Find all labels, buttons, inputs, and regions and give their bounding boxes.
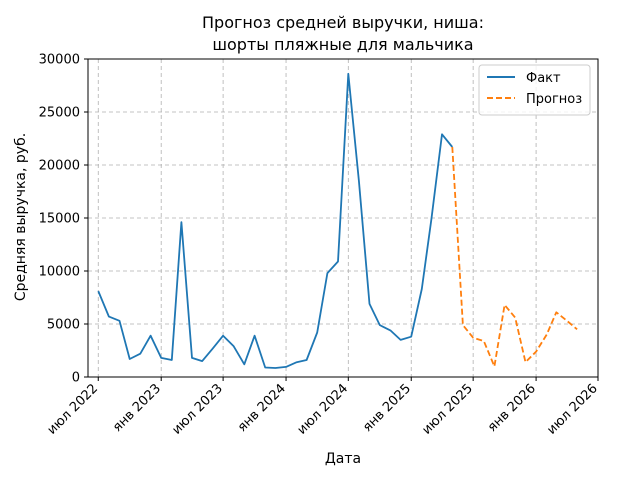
chart-title-line-1: Прогноз средней выручки, ниша:	[202, 13, 484, 32]
x-tick-label: июл 2023	[169, 381, 226, 438]
x-tick-label: июл 2026	[544, 381, 601, 438]
y-tick-label: 5000	[47, 318, 80, 333]
y-tick-label: 15000	[39, 212, 80, 227]
x-tick-label: июл 2022	[45, 381, 102, 438]
y-axis-ticks: 0 5000 10000 15000 20000 25000 30000	[39, 53, 88, 386]
legend-label-forecast: Прогноз	[526, 92, 582, 107]
x-tick-label: янв 2023	[110, 381, 164, 435]
x-axis-ticks: июл 2022 янв 2023 июл 2023 янв 2024 июл 2024…	[45, 377, 601, 438]
y-tick-label: 10000	[39, 265, 80, 280]
series-lines	[97, 72, 578, 369]
y-tick-label: 25000	[39, 106, 80, 121]
x-tick-label: янв 2026	[485, 381, 539, 435]
series-line-fact	[97, 72, 453, 369]
y-tick-label: 20000	[39, 159, 80, 174]
legend: Факт Прогноз	[478, 64, 591, 116]
y-tick-label: 30000	[39, 53, 80, 68]
x-tick-label: янв 2024	[235, 381, 289, 435]
x-tick-label: июл 2024	[295, 381, 352, 438]
legend-label-fact: Факт	[526, 71, 561, 86]
chart-title-line-2: шорты пляжные для мальчика	[212, 35, 473, 54]
x-tick-label: июл 2025	[419, 381, 476, 438]
x-tick-label: янв 2025	[360, 381, 414, 435]
y-axis-label: Средняя выручка, руб.	[13, 133, 29, 301]
series-line-forecast	[451, 146, 578, 368]
y-tick-label: 0	[72, 371, 80, 386]
x-axis-label: Дата	[325, 451, 361, 467]
